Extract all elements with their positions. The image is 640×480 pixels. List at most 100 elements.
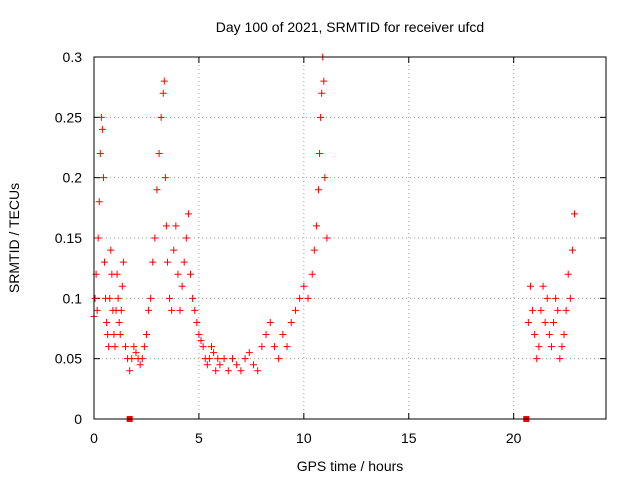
data-point	[283, 343, 291, 351]
data-point	[266, 318, 274, 326]
data-point	[315, 186, 323, 194]
data-point	[161, 174, 169, 182]
data-point	[552, 294, 560, 302]
data-point	[160, 77, 168, 85]
data-point	[543, 294, 551, 302]
chart-title: Day 100 of 2021, SRMTID for receiver ufc…	[216, 19, 484, 35]
y-tick-label: 0.1	[63, 290, 83, 306]
y-tick-label: 0.2	[63, 170, 83, 186]
y-tick-label: 0	[74, 411, 82, 427]
data-point	[241, 355, 249, 363]
data-point	[91, 294, 99, 302]
data-point	[524, 318, 532, 326]
data-point	[228, 355, 236, 363]
data-point	[237, 367, 245, 375]
data-point	[312, 222, 320, 230]
data-point	[258, 343, 266, 351]
tick-labels: 0 5 10 15 20 0 0.05 0.1 0.15 0.2 0.25 0.3	[55, 49, 522, 446]
data-point	[180, 258, 188, 266]
x-axis-label: GPS time / hours	[297, 458, 404, 474]
data-point	[316, 150, 324, 158]
data-point	[126, 367, 134, 375]
data-point	[116, 331, 124, 339]
data-point	[166, 294, 174, 302]
data-point	[537, 306, 545, 314]
data-point	[318, 89, 326, 97]
data-point	[128, 355, 136, 363]
data-point	[145, 306, 153, 314]
data-point	[155, 150, 163, 158]
data-point	[320, 77, 328, 85]
data-point	[291, 306, 299, 314]
data-point	[170, 246, 178, 254]
data-point	[115, 318, 123, 326]
data-point	[111, 343, 119, 351]
data-point	[93, 306, 101, 314]
data-point	[529, 306, 537, 314]
data-point	[98, 125, 106, 133]
data-point	[187, 270, 195, 278]
data-point	[103, 318, 111, 326]
data-point	[216, 361, 224, 369]
data-point	[189, 294, 197, 302]
data-point	[157, 113, 165, 121]
x-tick-label: 10	[296, 430, 312, 446]
data-point	[205, 355, 213, 363]
x-tick-label: 0	[90, 430, 98, 446]
data-point	[287, 318, 295, 326]
data-point	[182, 234, 190, 242]
data-point	[279, 331, 287, 339]
data-point	[533, 355, 541, 363]
data-point	[308, 270, 316, 278]
data-point	[531, 331, 539, 339]
data-point	[310, 246, 318, 254]
data-point	[193, 318, 201, 326]
y-tick-label: 0.3	[63, 49, 83, 65]
data-point	[140, 343, 148, 351]
data-point	[560, 331, 568, 339]
data-point	[275, 355, 283, 363]
data-point	[117, 306, 125, 314]
data-point	[556, 355, 564, 363]
data-points	[90, 53, 579, 422]
data-point	[210, 349, 218, 357]
data-point	[162, 222, 170, 230]
data-point	[138, 355, 146, 363]
data-point	[547, 343, 555, 351]
data-point	[212, 367, 220, 375]
y-tick-label: 0.15	[55, 230, 82, 246]
data-point	[95, 198, 103, 206]
data-point	[233, 361, 241, 369]
data-point	[571, 210, 579, 218]
data-point	[262, 331, 270, 339]
data-point	[195, 331, 203, 339]
data-point	[304, 294, 312, 302]
data-point	[535, 343, 543, 351]
data-point	[153, 186, 161, 194]
data-point	[147, 294, 155, 302]
data-point	[159, 89, 167, 97]
data-point	[554, 306, 562, 314]
data-point	[104, 331, 112, 339]
data-point	[317, 113, 325, 121]
data-point	[545, 331, 553, 339]
data-point	[151, 234, 159, 242]
data-point	[110, 331, 118, 339]
data-point	[96, 150, 104, 158]
data-point	[172, 222, 180, 230]
data-point	[254, 367, 262, 375]
data-point	[245, 349, 253, 357]
data-point	[270, 343, 278, 351]
data-point	[118, 282, 126, 290]
data-point	[168, 306, 176, 314]
data-point	[178, 282, 186, 290]
data-point	[564, 270, 572, 278]
data-point	[97, 113, 105, 121]
data-point	[550, 318, 558, 326]
data-point	[296, 294, 304, 302]
data-point	[99, 174, 107, 182]
data-point	[197, 337, 205, 345]
data-point	[130, 343, 138, 351]
data-point	[176, 306, 184, 314]
